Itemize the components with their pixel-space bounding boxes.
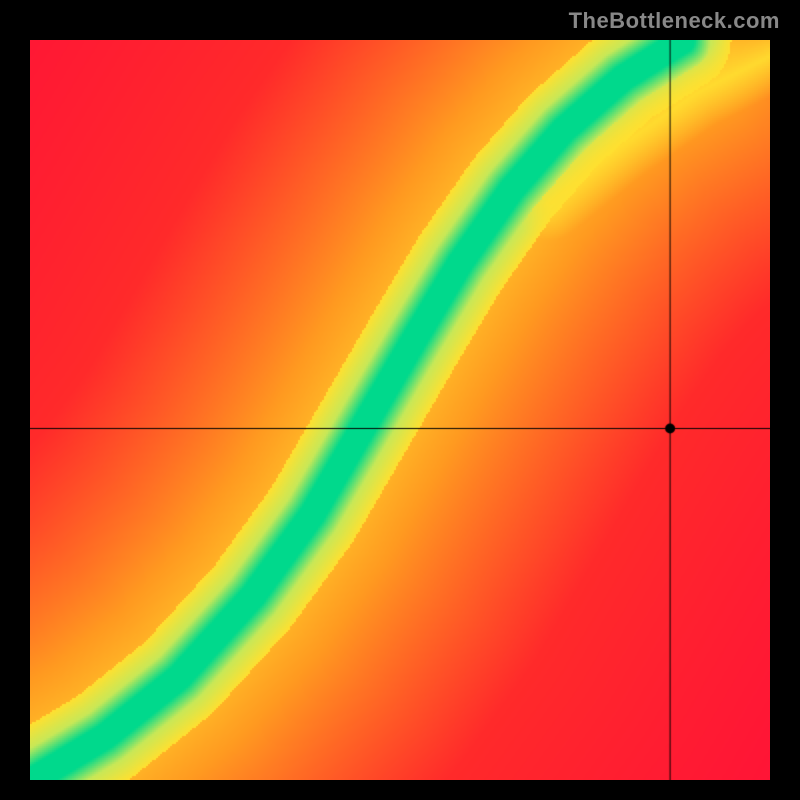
chart-container: TheBottleneck.com bbox=[0, 0, 800, 800]
watermark-text: TheBottleneck.com bbox=[569, 8, 780, 34]
heatmap-canvas bbox=[30, 40, 770, 780]
plot-area bbox=[30, 40, 770, 780]
